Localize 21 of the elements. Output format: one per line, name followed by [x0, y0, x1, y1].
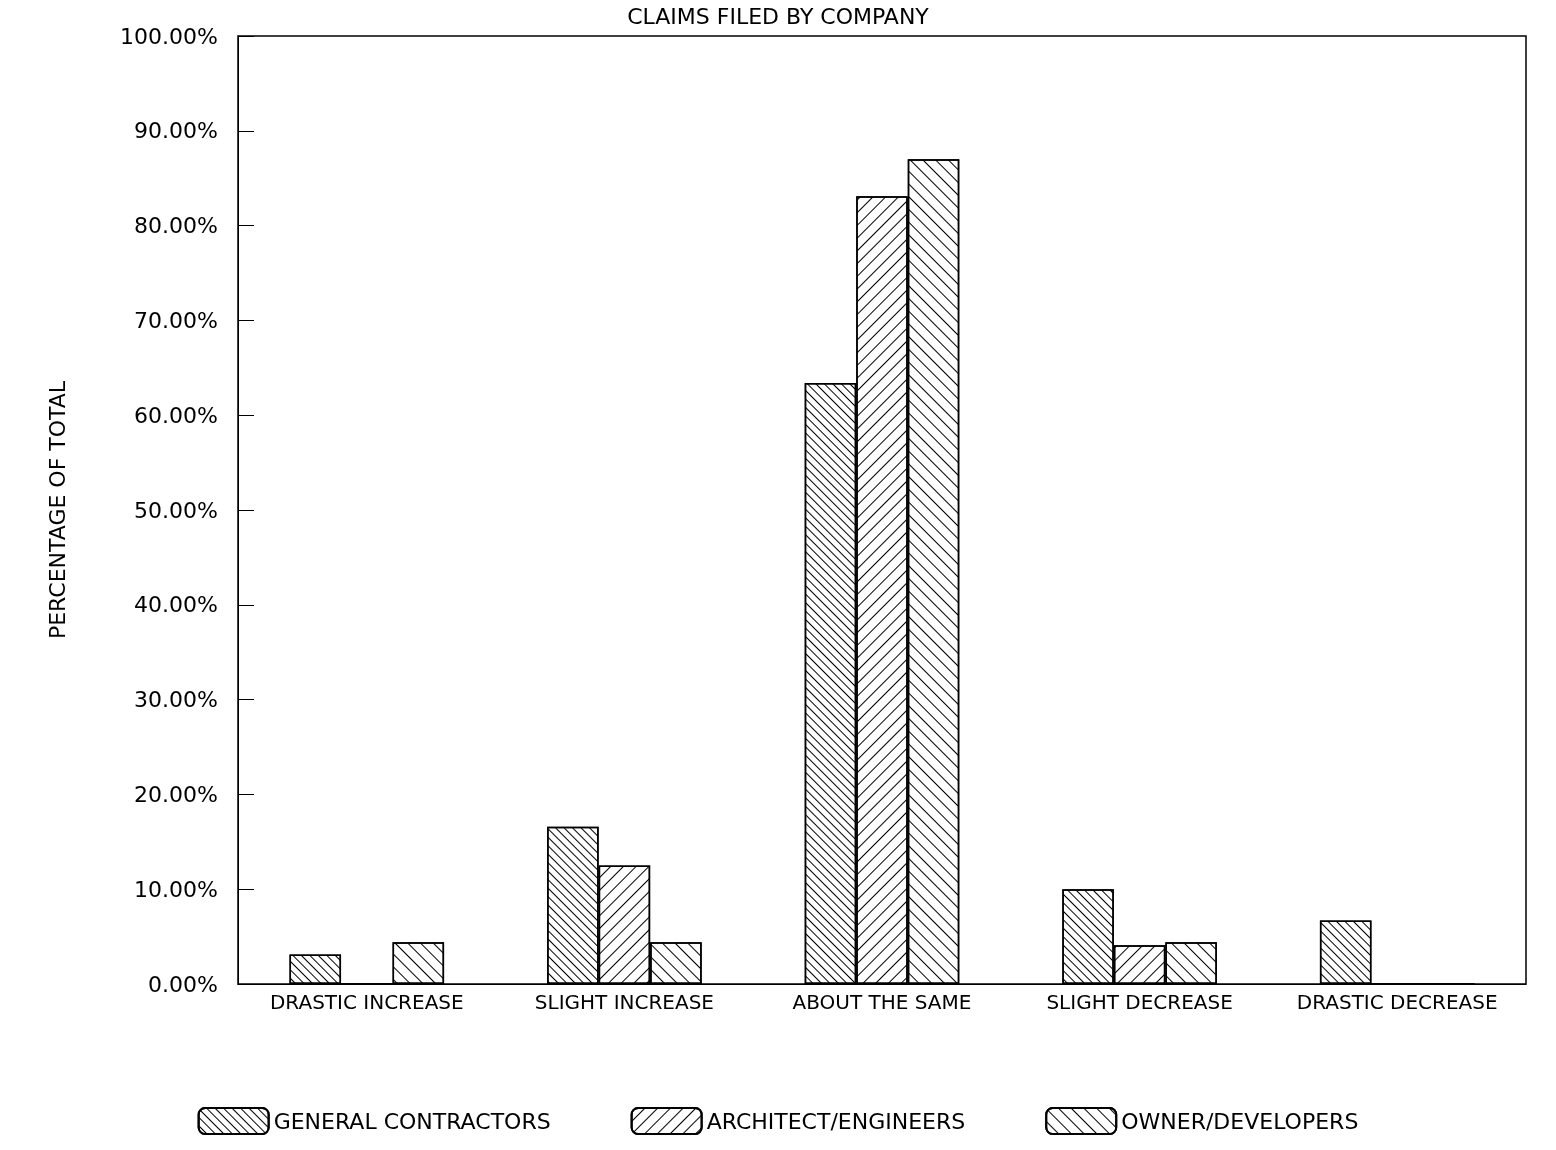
- x-tick-label: ABOUT THE SAME: [792, 990, 972, 1014]
- x-tick-label: DRASTIC DECREASE: [1296, 990, 1498, 1014]
- y-tick-label: 100.00%: [120, 23, 218, 49]
- y-axis-title: PERCENTAGE OF TOTAL: [44, 380, 70, 640]
- chart-title: CLAIMS FILED BY COMPANY: [627, 3, 930, 29]
- y-tick-label: 60.00%: [134, 402, 218, 428]
- y-tick-label: 90.00%: [134, 118, 218, 144]
- x-tick-label: DRASTIC INCREASE: [269, 990, 464, 1014]
- x-tick-label: SLIGHT DECREASE: [1046, 990, 1233, 1014]
- y-tick-label: 10.00%: [134, 876, 218, 902]
- y-tick-label: 50.00%: [134, 497, 218, 523]
- y-tick-label: 20.00%: [134, 781, 218, 807]
- legend-label: OWNER/DEVELOPERS: [1121, 1108, 1359, 1134]
- legend-label: GENERAL CONTRACTORS: [273, 1108, 551, 1134]
- y-tick-label: 30.00%: [134, 687, 218, 713]
- x-tick-label: SLIGHT INCREASE: [534, 990, 715, 1014]
- y-tick-label: 0.00%: [148, 971, 218, 997]
- legend-label: ARCHITECT/ENGINEERS: [706, 1108, 966, 1134]
- y-tick-label: 80.00%: [134, 213, 218, 239]
- y-tick-label: 70.00%: [134, 307, 218, 333]
- y-tick-label: 40.00%: [134, 592, 218, 618]
